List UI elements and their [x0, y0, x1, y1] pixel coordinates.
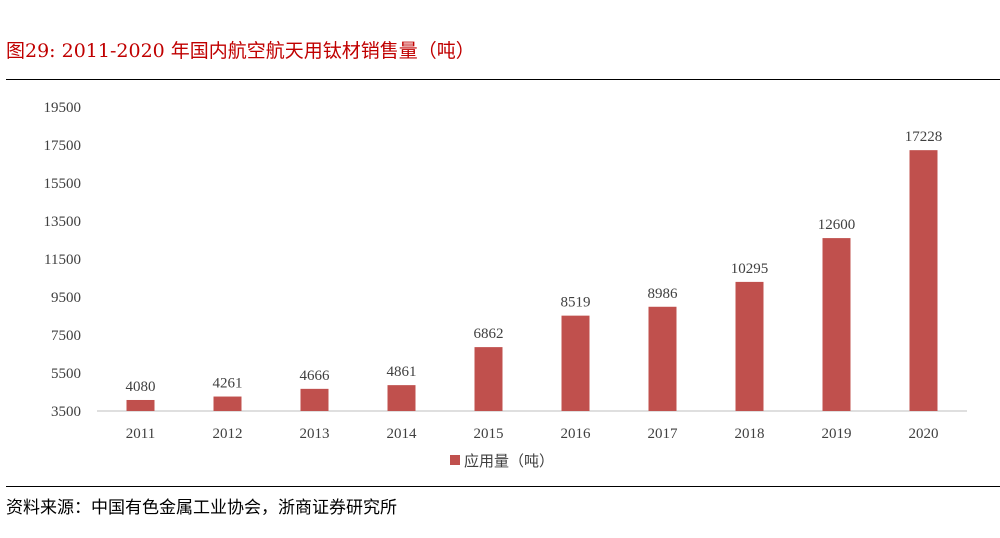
- y-tick-label: 19500: [44, 100, 82, 116]
- x-tick-label: 2017: [648, 426, 679, 442]
- bar: [387, 385, 416, 411]
- bar: [909, 150, 938, 411]
- bar: [126, 399, 155, 411]
- top-rule: [6, 79, 1000, 80]
- data-label: 4666: [300, 368, 331, 384]
- data-label: 17228: [905, 129, 943, 145]
- y-tick-label: 13500: [44, 214, 82, 230]
- bar: [648, 306, 677, 411]
- x-tick-label: 2013: [300, 426, 330, 442]
- bar: [822, 238, 851, 411]
- bottom-rule: [6, 486, 1000, 487]
- legend-label: 应用量（吨）: [464, 452, 554, 470]
- y-tick-label: 7500: [51, 328, 81, 344]
- data-label: 4261: [213, 376, 243, 392]
- x-tick-label: 2019: [822, 426, 852, 442]
- x-tick-label: 2018: [735, 426, 765, 442]
- bar: [735, 281, 764, 411]
- data-label: 8519: [561, 295, 591, 311]
- figure-title: 图29: 2011-2020 年国内航空航天用钛材销售量（吨）: [6, 40, 475, 62]
- x-tick-label: 2012: [213, 426, 243, 442]
- y-tick-label: 11500: [44, 252, 81, 268]
- x-tick-label: 2014: [387, 426, 418, 442]
- data-label: 4861: [387, 364, 417, 380]
- x-tick-label: 2016: [561, 426, 592, 442]
- bar: [561, 315, 590, 411]
- data-label: 12600: [818, 217, 856, 233]
- y-tick-label: 5500: [51, 366, 81, 382]
- data-label: 10295: [731, 261, 769, 277]
- bar: [300, 388, 329, 411]
- bar: [213, 396, 242, 411]
- y-tick-label: 15500: [44, 176, 82, 192]
- y-tick-label: 3500: [51, 404, 81, 420]
- y-tick-label: 9500: [51, 290, 81, 306]
- x-tick-label: 2020: [909, 426, 939, 442]
- data-label: 6862: [474, 326, 504, 342]
- bar: [474, 347, 503, 411]
- y-tick-label: 17500: [44, 138, 82, 154]
- data-label: 4080: [126, 379, 156, 395]
- source-note: 资料来源：中国有色金属工业协会，浙商证券研究所: [6, 498, 397, 518]
- data-label: 8986: [648, 286, 679, 302]
- x-tick-label: 2015: [474, 426, 504, 442]
- legend-swatch: [450, 455, 460, 465]
- x-tick-label: 2011: [126, 426, 155, 442]
